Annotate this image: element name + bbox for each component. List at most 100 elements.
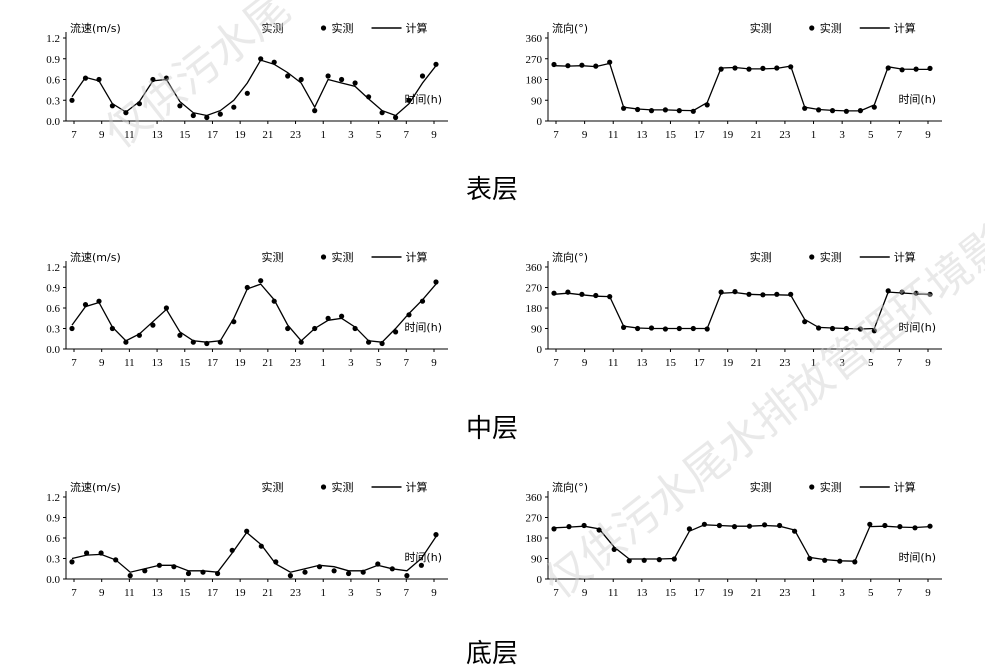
- x-tick-label: 23: [779, 129, 791, 141]
- x-tick-label: 3: [348, 357, 354, 369]
- observed-point: [690, 108, 696, 114]
- observed-point: [718, 66, 724, 72]
- observed-point: [258, 56, 264, 62]
- legend-computed-label: 计算: [894, 480, 916, 494]
- observed-point: [867, 521, 873, 527]
- observed-point: [298, 76, 304, 83]
- observed-point: [406, 97, 412, 103]
- observed-point: [393, 114, 399, 121]
- x-tick-label: 13: [152, 129, 164, 141]
- observed-point: [704, 326, 710, 332]
- x-tick-label: 5: [868, 129, 874, 141]
- observed-point: [843, 325, 850, 332]
- y-tick-label: 180: [526, 303, 543, 315]
- observed-point: [339, 313, 345, 319]
- observed-point: [774, 65, 780, 71]
- x-tick-label: 9: [99, 587, 105, 599]
- observed-point: [788, 64, 794, 70]
- time-unit-label: 时间(h): [404, 321, 442, 334]
- observed-point: [913, 290, 919, 296]
- y-axis-title: 流向(°): [552, 250, 588, 264]
- observed-point: [927, 65, 933, 71]
- x-tick-label: 7: [71, 357, 77, 369]
- observed-point: [566, 524, 572, 530]
- observed-point: [635, 325, 641, 332]
- observed-point: [123, 110, 129, 116]
- observed-point: [579, 291, 585, 297]
- y-tick-label: 0.6: [46, 533, 60, 545]
- legend-observed-marker: [320, 25, 327, 31]
- observed-point: [393, 329, 399, 335]
- observed-point: [829, 108, 836, 114]
- legend-computed-label: 计算: [406, 21, 428, 35]
- observed-point: [593, 63, 599, 69]
- y-tick-label: 270: [526, 513, 543, 525]
- x-tick-label: 7: [553, 587, 559, 599]
- y-tick-label: 360: [526, 33, 543, 45]
- observed-point: [285, 325, 291, 332]
- observed-point: [82, 75, 89, 81]
- x-tick-label: 5: [376, 587, 382, 599]
- observed-point: [626, 558, 632, 564]
- legend-tide-label: 实测: [262, 250, 284, 264]
- x-tick-label: 21: [262, 129, 273, 141]
- observed-point: [760, 292, 766, 298]
- x-tick-label: 3: [839, 357, 845, 369]
- observed-point: [690, 325, 696, 332]
- observed-point: [366, 339, 372, 345]
- observed-point: [551, 61, 557, 68]
- observed-point: [701, 521, 708, 527]
- y-tick-label: 0.9: [46, 513, 60, 525]
- observed-point: [648, 108, 655, 114]
- computed-series-line: [71, 531, 437, 573]
- observed-point: [346, 570, 352, 577]
- observed-point: [581, 522, 587, 529]
- observed-point: [312, 325, 318, 332]
- x-tick-label: 17: [694, 587, 706, 599]
- x-tick-label: 17: [207, 357, 219, 369]
- x-tick-label: 15: [179, 129, 191, 141]
- x-tick-label: 9: [431, 587, 437, 599]
- observed-point: [871, 104, 877, 110]
- x-tick-label: 7: [897, 587, 903, 599]
- observed-point: [718, 289, 724, 295]
- observed-point: [244, 528, 250, 534]
- legend-computed-label: 计算: [894, 250, 916, 264]
- x-tick-label: 21: [751, 587, 762, 599]
- observed-point: [136, 101, 142, 107]
- legend-tide-label: 实测: [262, 480, 284, 494]
- observed-point: [843, 108, 850, 114]
- x-tick-label: 15: [665, 357, 677, 369]
- observed-point: [366, 94, 372, 100]
- x-tick-label: 5: [376, 129, 382, 141]
- observed-point: [788, 291, 794, 297]
- x-tick-label: 1: [320, 129, 326, 141]
- x-tick-label: 23: [290, 129, 302, 141]
- observed-point: [802, 105, 808, 111]
- x-tick-label: 11: [124, 587, 135, 599]
- x-tick-label: 3: [348, 129, 354, 141]
- legend-observed-label: 实测: [820, 21, 842, 35]
- observed-point: [375, 561, 381, 567]
- observed-point: [671, 556, 677, 562]
- x-tick-label: 9: [582, 587, 588, 599]
- x-tick-label: 21: [262, 357, 273, 369]
- x-tick-label: 7: [71, 129, 77, 141]
- observed-point: [325, 73, 331, 79]
- observed-point: [190, 112, 196, 119]
- observed-point: [551, 526, 557, 532]
- legend-computed-label: 计算: [406, 250, 428, 264]
- x-tick-label: 11: [124, 357, 135, 369]
- observed-point: [69, 97, 75, 103]
- legend-observed-label: 实测: [332, 480, 354, 494]
- x-tick-label: 13: [636, 129, 648, 141]
- x-tick-label: 23: [290, 587, 302, 599]
- y-tick-label: 180: [526, 533, 543, 545]
- x-tick-label: 15: [665, 587, 677, 599]
- observed-point: [746, 66, 752, 72]
- observed-point: [899, 67, 905, 73]
- observed-point: [82, 302, 89, 308]
- computed-series-line: [553, 62, 930, 112]
- x-tick-label: 7: [404, 357, 410, 369]
- observed-point: [816, 325, 822, 331]
